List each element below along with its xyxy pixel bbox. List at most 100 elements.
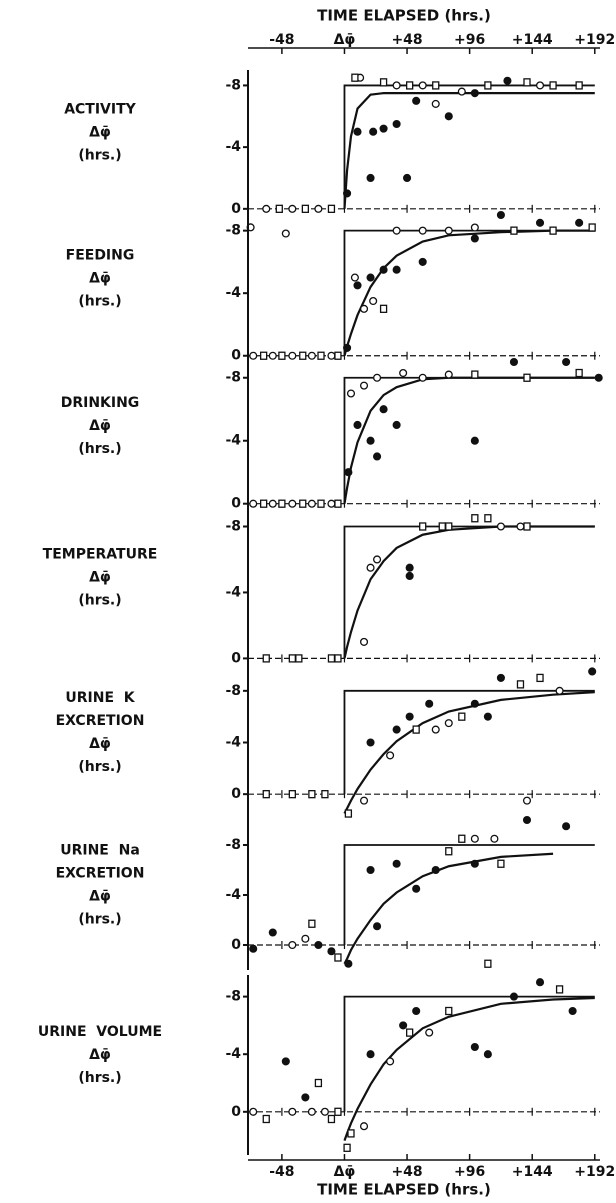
- filled-point: [470, 234, 479, 243]
- square-point: [299, 351, 307, 360]
- square-point: [343, 1143, 351, 1152]
- filled-point: [366, 173, 375, 183]
- square-point: [549, 226, 557, 235]
- open-point: [346, 389, 356, 398]
- square-point: [458, 712, 466, 721]
- filled-point: [353, 420, 362, 430]
- y-axis-label: Δφ̄: [89, 889, 111, 905]
- y-axis-label: (hrs.): [78, 294, 121, 310]
- square-point: [299, 499, 307, 508]
- y-axis-label: Δφ̄: [89, 570, 111, 586]
- filled-point: [535, 218, 545, 227]
- open-point: [359, 1122, 369, 1131]
- open-point: [281, 229, 290, 238]
- open-point: [327, 499, 336, 508]
- filled-point: [353, 127, 362, 136]
- y-tick-label: -8: [225, 518, 241, 534]
- fit-curve: [343, 996, 595, 1141]
- filled-point: [470, 1042, 479, 1052]
- square-point: [471, 370, 479, 379]
- open-point: [418, 373, 427, 382]
- y-axis-label: (hrs.): [78, 1070, 121, 1086]
- square-point: [347, 1129, 355, 1138]
- step-line: [343, 995, 595, 1112]
- open-point: [350, 273, 359, 282]
- square-point: [555, 985, 564, 994]
- y-axis-label: TEMPERATURE: [43, 547, 158, 563]
- filled-point: [301, 1093, 310, 1102]
- square-point: [351, 73, 359, 82]
- square-point: [523, 522, 531, 531]
- square-point: [432, 81, 440, 90]
- y-tick-label: 0: [231, 201, 241, 217]
- square-point: [278, 499, 286, 508]
- y-tick-label: -4: [225, 735, 241, 751]
- filled-point: [405, 571, 414, 581]
- y-tick-label: -4: [225, 1046, 241, 1062]
- square-point: [379, 78, 388, 87]
- y-tick-label: 0: [231, 496, 241, 512]
- square-point: [308, 790, 316, 799]
- open-point: [288, 204, 297, 213]
- filled-point: [425, 699, 434, 708]
- square-point: [344, 809, 353, 818]
- filled-point: [343, 189, 352, 198]
- square-point: [259, 499, 268, 508]
- square-point: [334, 1107, 342, 1116]
- square-point: [471, 514, 479, 523]
- x-tick-label: +96: [454, 1164, 485, 1180]
- open-point: [392, 226, 401, 235]
- square-point: [334, 953, 342, 962]
- y-axis-label: Δφ̄: [89, 125, 111, 141]
- open-point: [431, 99, 440, 108]
- filled-point: [392, 725, 401, 734]
- filled-point: [327, 947, 336, 956]
- y-tick-label: -4: [225, 139, 241, 155]
- open-point: [288, 1107, 297, 1116]
- filled-point: [509, 992, 519, 1001]
- y-tick-label: -8: [225, 223, 241, 239]
- open-point: [307, 1107, 316, 1116]
- step-line: [343, 525, 595, 659]
- y-axis-label: (hrs.): [78, 148, 121, 164]
- filled-point: [470, 436, 479, 445]
- filled-point: [470, 699, 479, 708]
- square-point: [321, 790, 329, 799]
- open-point: [431, 725, 440, 734]
- square-point: [327, 1114, 336, 1124]
- fit-curve: [343, 376, 595, 504]
- open-point: [386, 751, 395, 760]
- filled-point: [314, 940, 323, 950]
- open-point: [366, 563, 375, 572]
- filled-point: [281, 1057, 290, 1066]
- square-point: [516, 680, 525, 689]
- square-point: [308, 919, 316, 928]
- filled-point: [392, 119, 401, 129]
- open-point: [307, 499, 316, 508]
- open-point: [418, 226, 427, 235]
- filled-point: [444, 112, 453, 121]
- y-tick-label: -4: [225, 584, 241, 600]
- y-axis-label: ACTIVITY: [64, 102, 136, 118]
- square-point: [536, 673, 544, 683]
- filled-point: [496, 210, 505, 220]
- square-point: [406, 1028, 414, 1037]
- open-point: [262, 204, 271, 213]
- y-axis-label: URINE K: [65, 690, 135, 706]
- open-point: [399, 368, 408, 378]
- y-axis-label: FEEDING: [66, 248, 135, 264]
- y-tick-label: 0: [231, 786, 241, 802]
- filled-point: [412, 96, 421, 105]
- filled-point: [535, 978, 545, 987]
- filled-point: [594, 373, 603, 382]
- square-point: [406, 81, 414, 90]
- open-point: [369, 296, 378, 306]
- square-point: [262, 790, 270, 799]
- step-line: [343, 689, 595, 795]
- y-tick-label: -4: [225, 433, 241, 449]
- open-point: [490, 834, 499, 843]
- y-tick-label: 0: [231, 1104, 241, 1120]
- open-point: [359, 796, 369, 805]
- x-tick-label: -48: [269, 32, 294, 48]
